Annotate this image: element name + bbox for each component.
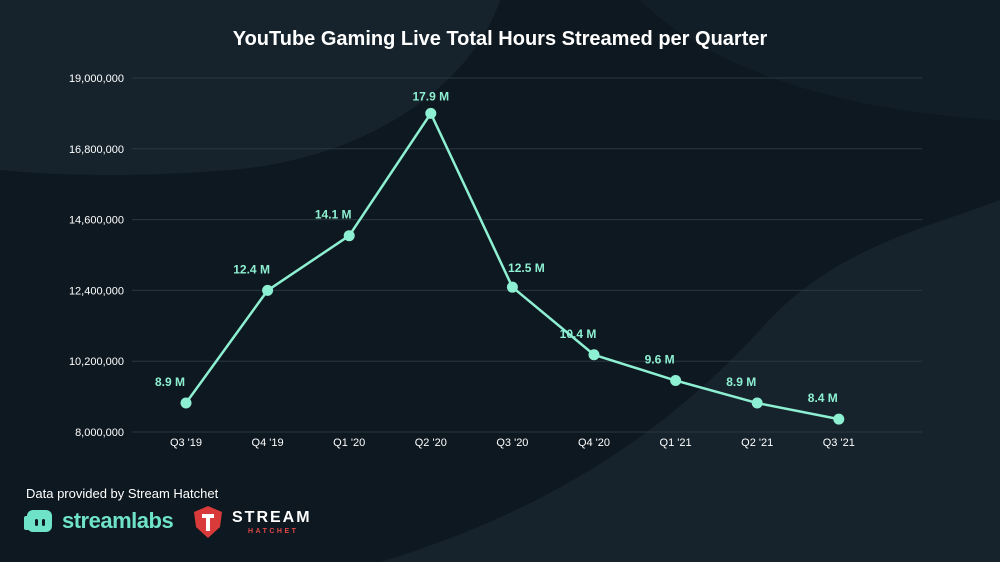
data-label: 12.5 M xyxy=(508,261,545,275)
y-tick-label: 19,000,000 xyxy=(69,73,124,85)
y-tick-label: 8,000,000 xyxy=(75,427,124,439)
data-point xyxy=(833,413,845,425)
y-tick-label: 14,600,000 xyxy=(69,215,124,227)
y-tick-label: 10,200,000 xyxy=(69,356,124,368)
x-tick-label: Q1 '20 xyxy=(333,437,365,449)
data-point xyxy=(670,375,682,387)
stream-hatchet-logo: STREAM HATCHET xyxy=(192,505,312,539)
y-tick-label: 16,800,000 xyxy=(69,144,124,156)
hatchet-shield-icon xyxy=(194,506,222,538)
x-tick-label: Q3 '21 xyxy=(823,437,855,449)
x-tick-label: Q3 '19 xyxy=(170,437,202,449)
source-note: Data provided by Stream Hatchet xyxy=(26,486,219,501)
data-point xyxy=(506,281,518,293)
data-labels: 8.9 M 12.4 M 14.1 M 17.9 M 12.5 M 10.4 M 9.6 M… xyxy=(155,89,838,405)
data-label: 9.6 M xyxy=(645,353,675,367)
hatchet-wordmark-sub: HATCHET xyxy=(248,527,299,535)
streamlabs-logo: streamlabs xyxy=(24,505,174,537)
chart-title: YouTube Gaming Live Total Hours Streamed… xyxy=(232,28,768,50)
data-point xyxy=(262,284,274,296)
x-tick-label: Q1 '21 xyxy=(660,437,692,449)
x-axis-ticks: Q3 '19 Q4 '19 Q1 '20 Q2 '20 Q3 '20 Q4 '20 Q1 '… xyxy=(170,437,855,449)
data-label: 12.4 M xyxy=(233,262,270,276)
y-tick-label: 12,400,000 xyxy=(69,285,124,297)
x-tick-label: Q3 '20 xyxy=(496,437,528,449)
data-label: 17.9 M xyxy=(412,89,449,103)
data-label: 8.9 M xyxy=(155,375,185,389)
data-points xyxy=(180,107,845,425)
grid-lines xyxy=(132,77,922,433)
data-point xyxy=(343,230,355,242)
hatchet-wordmark-main: STREAM xyxy=(232,508,312,526)
streamlabs-icon xyxy=(24,510,52,532)
data-point xyxy=(588,349,600,361)
data-label: 14.1 M xyxy=(315,208,352,222)
x-tick-label: Q4 '20 xyxy=(578,437,610,449)
x-tick-label: Q2 '21 xyxy=(741,437,773,449)
data-point xyxy=(425,107,437,119)
y-axis-ticks: 8,000,000 10,200,000 12,400,000 14,600,000 1… xyxy=(69,73,124,439)
x-tick-label: Q2 '20 xyxy=(415,437,447,449)
data-label: 8.9 M xyxy=(726,375,756,389)
x-tick-label: Q4 '19 xyxy=(252,437,284,449)
data-point xyxy=(180,397,192,409)
data-point xyxy=(751,397,763,409)
data-label: 8.4 M xyxy=(808,391,838,405)
streamlabs-wordmark: streamlabs xyxy=(62,508,174,533)
data-label: 10.4 M xyxy=(560,327,597,341)
